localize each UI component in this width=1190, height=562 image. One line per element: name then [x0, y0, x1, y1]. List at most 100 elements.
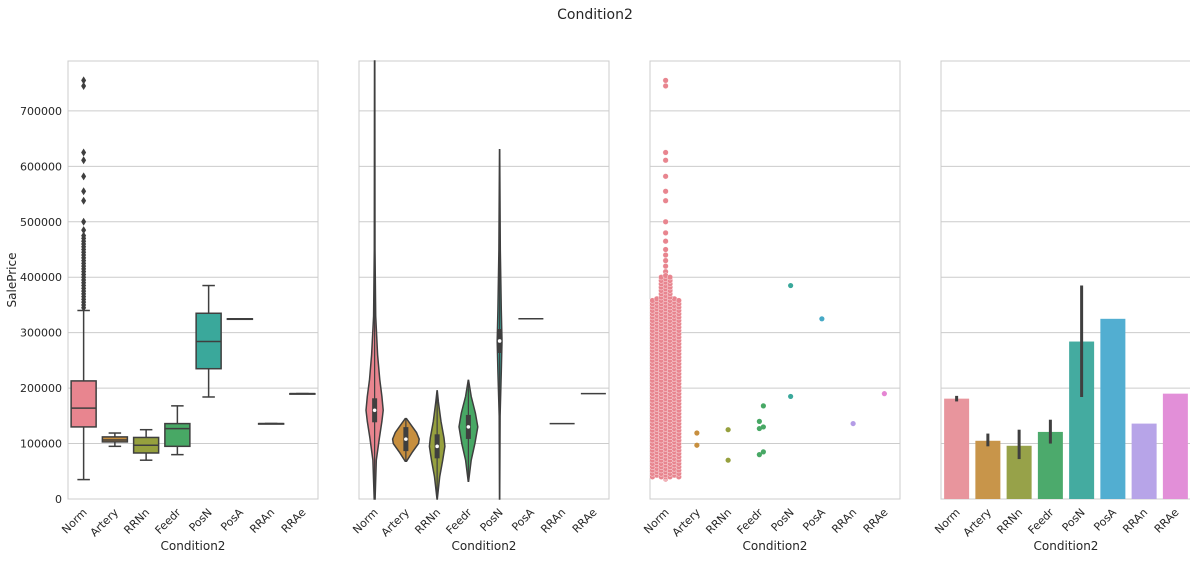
- swarm-point: [760, 449, 766, 455]
- swarm-point: [756, 452, 762, 458]
- box-outlier: [81, 156, 87, 165]
- bar-rran: [1131, 423, 1157, 499]
- x-tick-label: PosA: [218, 506, 246, 534]
- swarm-point: [667, 274, 674, 281]
- x-axis-label: Condition2: [743, 539, 808, 553]
- x-tick-label: PosN: [187, 506, 215, 534]
- y-tick-label: 200000: [20, 382, 62, 395]
- box-outlier: [81, 148, 87, 157]
- box-outlier: [81, 172, 87, 181]
- bar-artery: [975, 440, 1001, 499]
- swarm-point: [725, 427, 731, 433]
- box-outlier: [81, 217, 87, 226]
- y-tick-label: 700000: [20, 105, 62, 118]
- x-tick-label: PosN: [1060, 506, 1088, 534]
- swarm-point: [662, 173, 669, 180]
- plot-frame: [67, 60, 319, 500]
- x-axis-label: Condition2: [452, 539, 517, 553]
- x-tick-label: RRAe: [279, 506, 309, 536]
- swarm-point: [675, 297, 682, 304]
- x-tick-label: PosA: [509, 506, 537, 534]
- x-tick-label: Artery: [670, 506, 704, 540]
- x-tick-label: Artery: [379, 506, 413, 540]
- x-tick-label: RRNn: [703, 506, 734, 537]
- y-tick-label: 600000: [20, 160, 62, 173]
- x-tick-label: Feedr: [444, 506, 475, 537]
- swarm-point: [662, 157, 669, 164]
- box-feedr: [164, 422, 191, 448]
- swarm-point: [662, 257, 669, 264]
- box-norm: [70, 380, 97, 428]
- panel-1: 0 100000 200000 300000 400000 500000 600000 700…: [5, 60, 319, 553]
- swarm-point: [662, 218, 669, 225]
- violin-median: [466, 425, 471, 429]
- x-tick-label: RRAn: [538, 506, 568, 536]
- x-tick-label: Norm: [59, 506, 89, 536]
- swarm-point: [725, 457, 731, 463]
- swarm-point: [662, 82, 669, 89]
- swarm-point: [850, 420, 856, 427]
- y-tick-label: 300000: [20, 327, 62, 340]
- box-outlier: [81, 196, 87, 205]
- swarm-point: [662, 246, 669, 253]
- x-tick-label: RRNn: [121, 506, 152, 537]
- x-tick-label: PosN: [478, 506, 506, 534]
- x-axis-label: Condition2: [1034, 539, 1099, 553]
- x-tick-label: RRAn: [1120, 506, 1150, 536]
- swarm-point: [756, 425, 762, 432]
- box-outlier: [81, 187, 87, 196]
- y-tick-label: 500000: [20, 216, 62, 229]
- swarm-point: [760, 403, 766, 409]
- swarm-point: [788, 282, 794, 289]
- x-tick-label: Artery: [961, 506, 995, 540]
- x-tick-label: RRNn: [412, 506, 443, 537]
- x-tick-label: RRAn: [829, 506, 859, 536]
- x-tick-label: RRAn: [247, 506, 277, 536]
- x-tick-label: RRAe: [1152, 506, 1182, 536]
- swarm-point: [760, 424, 766, 430]
- violin-median: [404, 437, 408, 441]
- swarm-point: [662, 188, 669, 195]
- box-outlier: [81, 226, 87, 235]
- swarm-point: [662, 252, 669, 259]
- x-tick-label: Feedr: [1026, 506, 1057, 537]
- swarm-point: [662, 197, 669, 204]
- x-tick-label: Feedr: [735, 506, 766, 537]
- box-outlier: [81, 81, 87, 90]
- plot-frame: [649, 60, 901, 500]
- x-tick-label: Norm: [641, 506, 671, 536]
- x-tick-label: Artery: [88, 506, 122, 540]
- box-outlier: [81, 231, 87, 240]
- y-tick-label: 100000: [20, 438, 62, 451]
- swarm-point: [881, 391, 887, 397]
- swarm-point: [788, 393, 794, 400]
- x-axis-label: Condition2: [161, 539, 226, 553]
- y-tick-label: 0: [55, 493, 62, 506]
- swarm-point: [662, 77, 669, 84]
- swarm-point: [756, 418, 762, 424]
- bar-posa: [1100, 318, 1126, 499]
- x-tick-label: PosA: [1091, 506, 1119, 534]
- y-axis-label: SalePrice: [5, 253, 19, 308]
- swarm-point: [662, 238, 669, 245]
- box-outlier: [81, 76, 87, 85]
- x-tick-label: PosA: [800, 506, 828, 534]
- bar-norm: [944, 398, 970, 499]
- swarm-point: [694, 430, 700, 436]
- violin-median: [435, 444, 439, 449]
- x-tick-label: RRAe: [861, 506, 891, 536]
- swarm-point: [662, 149, 669, 156]
- x-tick-label: Norm: [932, 506, 962, 536]
- figure-title: Condition2: [557, 7, 633, 23]
- x-tick-label: Norm: [350, 506, 380, 536]
- swarm-point: [662, 229, 669, 236]
- violin-median: [372, 408, 377, 413]
- swarm-point: [662, 263, 669, 270]
- violin-median: [497, 339, 502, 343]
- x-tick-label: PosN: [769, 506, 797, 534]
- y-tick-label: 400000: [20, 271, 62, 284]
- swarm-point: [819, 316, 825, 322]
